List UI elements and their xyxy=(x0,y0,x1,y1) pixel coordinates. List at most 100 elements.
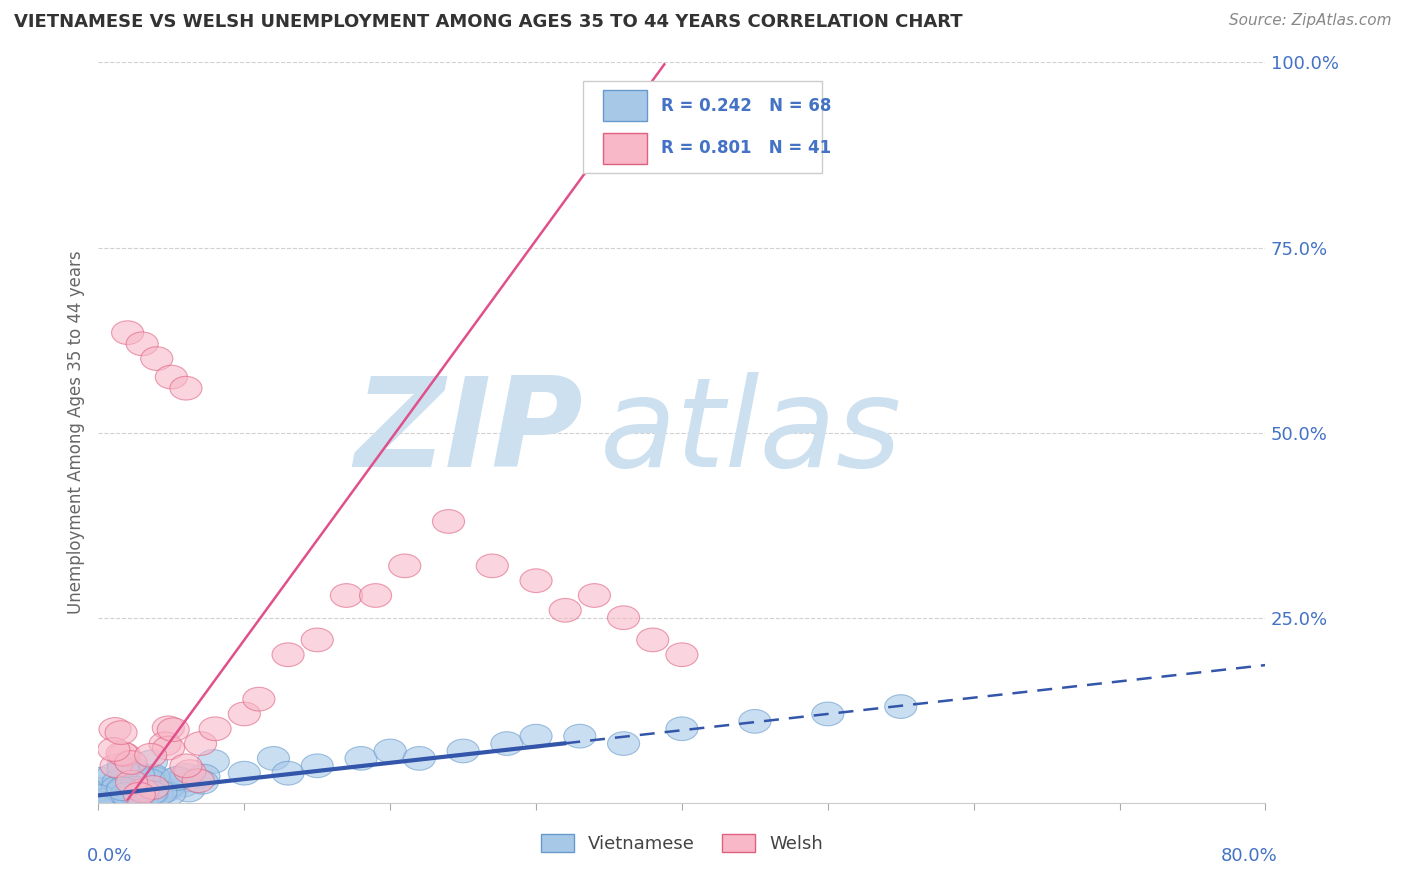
Ellipse shape xyxy=(103,770,135,794)
Ellipse shape xyxy=(105,780,138,804)
Ellipse shape xyxy=(152,716,184,739)
FancyBboxPatch shape xyxy=(603,90,647,121)
Ellipse shape xyxy=(93,777,125,800)
Text: 0.0%: 0.0% xyxy=(87,847,132,865)
Text: 80.0%: 80.0% xyxy=(1220,847,1277,865)
Ellipse shape xyxy=(520,724,553,748)
Ellipse shape xyxy=(374,739,406,763)
Text: Source: ZipAtlas.com: Source: ZipAtlas.com xyxy=(1229,13,1392,29)
Ellipse shape xyxy=(128,766,160,790)
Ellipse shape xyxy=(141,347,173,370)
Ellipse shape xyxy=(107,757,139,781)
Text: atlas: atlas xyxy=(600,372,903,493)
Ellipse shape xyxy=(152,775,184,798)
Ellipse shape xyxy=(811,702,844,726)
Ellipse shape xyxy=(271,762,304,785)
Text: R = 0.242   N = 68: R = 0.242 N = 68 xyxy=(661,96,831,115)
Ellipse shape xyxy=(141,783,173,806)
Ellipse shape xyxy=(243,688,276,711)
Ellipse shape xyxy=(301,628,333,652)
Ellipse shape xyxy=(139,767,172,791)
FancyBboxPatch shape xyxy=(603,133,647,164)
Ellipse shape xyxy=(188,764,219,788)
Ellipse shape xyxy=(228,702,260,726)
Ellipse shape xyxy=(447,739,479,763)
Ellipse shape xyxy=(388,554,420,578)
Ellipse shape xyxy=(152,736,184,760)
Ellipse shape xyxy=(138,764,170,789)
Ellipse shape xyxy=(98,717,131,741)
Ellipse shape xyxy=(169,768,200,792)
Ellipse shape xyxy=(105,742,138,765)
Ellipse shape xyxy=(257,747,290,770)
Ellipse shape xyxy=(83,777,115,801)
Ellipse shape xyxy=(738,709,770,733)
Ellipse shape xyxy=(666,643,697,666)
Ellipse shape xyxy=(124,782,155,806)
Ellipse shape xyxy=(115,771,148,794)
Ellipse shape xyxy=(117,757,149,781)
Ellipse shape xyxy=(105,786,136,809)
Ellipse shape xyxy=(149,732,181,756)
Ellipse shape xyxy=(228,762,260,785)
Ellipse shape xyxy=(155,365,187,389)
Ellipse shape xyxy=(134,769,166,792)
Ellipse shape xyxy=(114,780,146,805)
Ellipse shape xyxy=(96,764,128,788)
Ellipse shape xyxy=(578,583,610,607)
Ellipse shape xyxy=(607,731,640,756)
Ellipse shape xyxy=(174,760,205,783)
Ellipse shape xyxy=(170,376,202,400)
Ellipse shape xyxy=(97,738,129,762)
Ellipse shape xyxy=(884,695,917,718)
Ellipse shape xyxy=(607,606,640,630)
Ellipse shape xyxy=(520,569,553,592)
Ellipse shape xyxy=(90,789,122,812)
Ellipse shape xyxy=(344,747,377,770)
Ellipse shape xyxy=(110,782,142,806)
Ellipse shape xyxy=(550,599,581,622)
Ellipse shape xyxy=(110,762,142,786)
Ellipse shape xyxy=(145,780,177,805)
Ellipse shape xyxy=(105,776,138,799)
Ellipse shape xyxy=(301,754,333,778)
Ellipse shape xyxy=(170,754,202,778)
Ellipse shape xyxy=(127,332,159,356)
Ellipse shape xyxy=(122,764,155,787)
Ellipse shape xyxy=(108,743,141,766)
Ellipse shape xyxy=(157,718,190,741)
Ellipse shape xyxy=(186,771,218,794)
Ellipse shape xyxy=(135,781,167,805)
Ellipse shape xyxy=(115,751,146,774)
Ellipse shape xyxy=(433,509,464,533)
Ellipse shape xyxy=(197,749,229,773)
Ellipse shape xyxy=(637,628,669,652)
Ellipse shape xyxy=(108,777,141,801)
Ellipse shape xyxy=(111,321,143,344)
Ellipse shape xyxy=(91,788,124,812)
Ellipse shape xyxy=(167,773,200,797)
Ellipse shape xyxy=(127,785,159,809)
Ellipse shape xyxy=(138,766,170,790)
Ellipse shape xyxy=(404,747,436,770)
Ellipse shape xyxy=(173,778,205,802)
Ellipse shape xyxy=(135,743,167,767)
Ellipse shape xyxy=(101,776,134,800)
Ellipse shape xyxy=(124,765,156,789)
Ellipse shape xyxy=(118,776,150,800)
Ellipse shape xyxy=(100,754,132,778)
Ellipse shape xyxy=(170,764,202,787)
Ellipse shape xyxy=(83,785,115,808)
Ellipse shape xyxy=(491,731,523,756)
Ellipse shape xyxy=(184,731,217,756)
Ellipse shape xyxy=(107,753,139,777)
FancyBboxPatch shape xyxy=(582,81,823,173)
Text: R = 0.801   N = 41: R = 0.801 N = 41 xyxy=(661,139,831,157)
Ellipse shape xyxy=(477,554,509,578)
Ellipse shape xyxy=(330,583,363,607)
Ellipse shape xyxy=(107,777,139,801)
Ellipse shape xyxy=(84,778,117,802)
Ellipse shape xyxy=(136,776,169,799)
Ellipse shape xyxy=(200,717,231,740)
Text: ZIP: ZIP xyxy=(354,372,582,493)
